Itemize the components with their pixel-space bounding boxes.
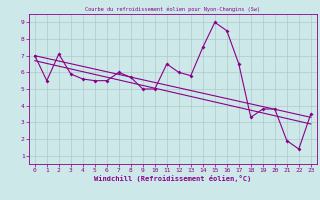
Text: Courbe du refroidissement éolien pour Nyon-Changins (Sw): Courbe du refroidissement éolien pour Ny… — [85, 7, 260, 12]
X-axis label: Windchill (Refroidissement éolien,°C): Windchill (Refroidissement éolien,°C) — [94, 175, 252, 182]
